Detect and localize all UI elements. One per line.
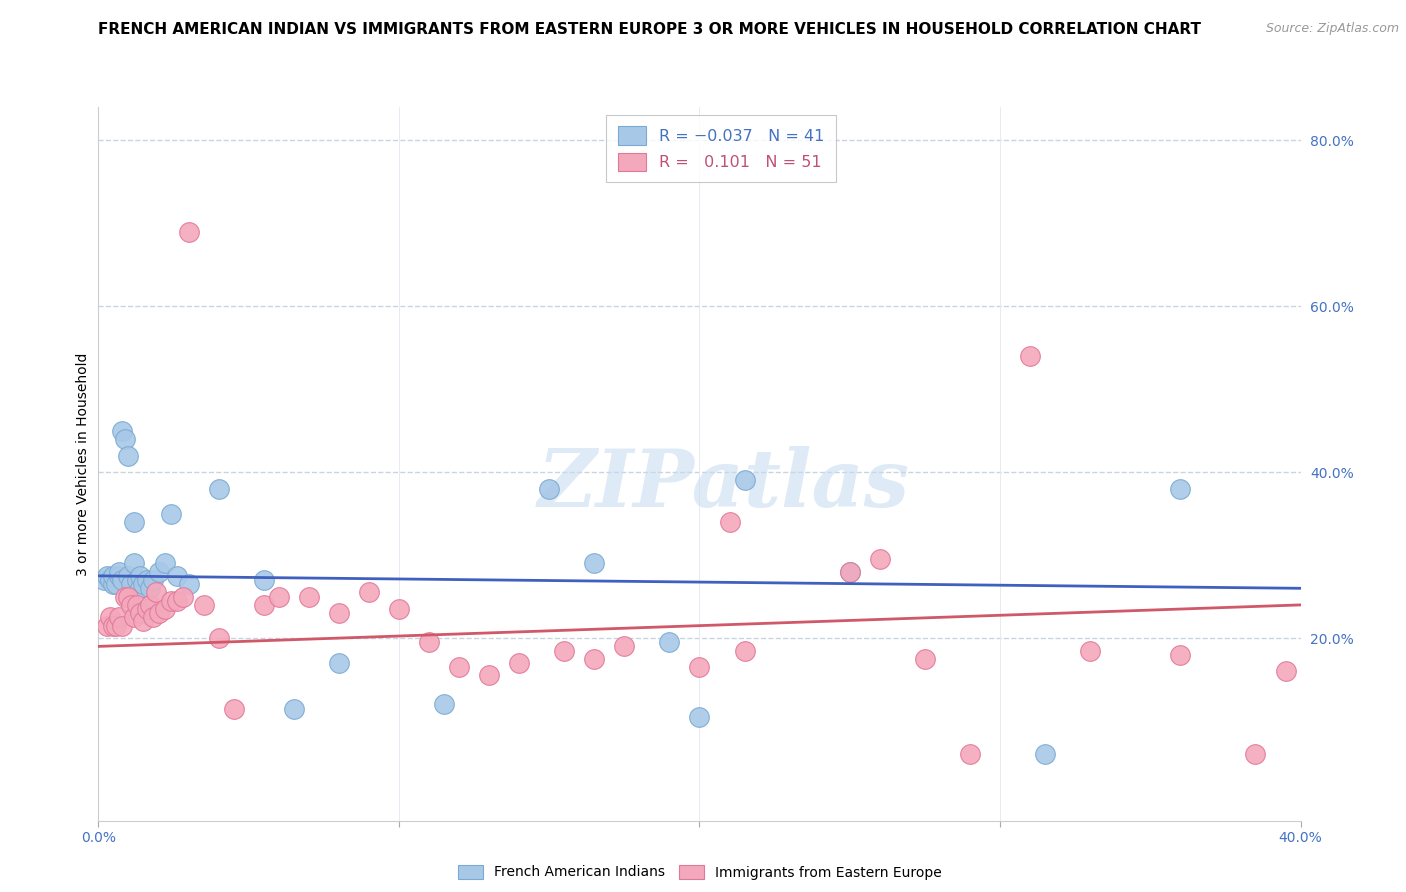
Point [914,652,936,666]
Y-axis label: 3 or more Vehicles in Household: 3 or more Vehicles in Household [76,352,90,575]
Point [100,573,122,587]
Point [121,577,143,591]
Point [96,569,118,583]
Point [508,656,530,670]
Point [129,569,152,583]
Point [138,582,160,596]
Point [93,573,115,587]
Point [658,635,681,649]
Point [114,432,136,446]
Point [253,573,276,587]
Point [298,590,321,604]
Point [718,515,741,529]
Point [103,577,125,591]
Point [734,643,756,657]
Point [253,598,276,612]
Point [129,582,152,596]
Point [689,660,711,674]
Point [1274,665,1296,679]
Point [103,618,125,632]
Point [838,565,860,579]
Point [1244,747,1267,762]
Point [959,747,981,762]
Point [1170,648,1192,662]
Point [267,590,290,604]
Point [1078,643,1101,657]
Point [418,635,440,649]
Point [121,598,143,612]
Point [117,449,139,463]
Point [100,610,122,624]
Point [114,590,136,604]
Point [138,598,160,612]
Point [127,598,149,612]
Point [166,569,188,583]
Point [153,602,176,616]
Point [148,606,170,620]
Text: ZIPatlas: ZIPatlas [537,447,910,524]
Point [1170,482,1192,496]
Point [689,710,711,724]
Point [96,618,118,632]
Point [328,656,350,670]
Point [869,552,891,566]
Point [193,598,215,612]
Text: Source: ZipAtlas.com: Source: ZipAtlas.com [1265,22,1399,36]
Point [433,698,456,712]
Point [108,610,131,624]
Point [1019,349,1042,363]
Point [145,585,167,599]
Point [613,640,636,654]
Point [148,565,170,579]
Point [538,482,561,496]
Point [132,577,155,591]
Point [135,573,157,587]
Point [1033,747,1056,762]
Text: FRENCH AMERICAN INDIAN VS IMMIGRANTS FROM EASTERN EUROPE 3 OR MORE VEHICLES IN H: FRENCH AMERICAN INDIAN VS IMMIGRANTS FRO… [98,22,1201,37]
Point [177,225,200,239]
Point [838,565,860,579]
Point [105,577,128,591]
Point [583,652,606,666]
Point [177,577,200,591]
Point [159,593,181,607]
Point [127,573,149,587]
Point [124,515,146,529]
Point [111,618,134,632]
Point [208,631,231,645]
Point [117,569,139,583]
Point [103,569,125,583]
Point [141,573,163,587]
Point [124,610,146,624]
Point [108,569,131,583]
Point [153,557,176,571]
Point [328,606,350,620]
Point [105,618,128,632]
Point [447,660,470,674]
Legend: French American Indians, Immigrants from Eastern Europe: French American Indians, Immigrants from… [451,859,948,885]
Point [166,593,188,607]
Point [159,507,181,521]
Point [283,701,305,715]
Point [172,590,194,604]
Point [141,610,163,624]
Point [111,573,134,587]
Point [734,474,756,488]
Point [553,643,575,657]
Point [583,557,606,571]
Point [135,602,157,616]
Point [222,701,245,715]
Point [108,565,131,579]
Point [132,615,155,629]
Point [111,424,134,438]
Point [124,557,146,571]
Point [117,590,139,604]
Point [208,482,231,496]
Point [478,668,501,682]
Point [357,585,380,599]
Point [388,602,411,616]
Point [129,606,152,620]
